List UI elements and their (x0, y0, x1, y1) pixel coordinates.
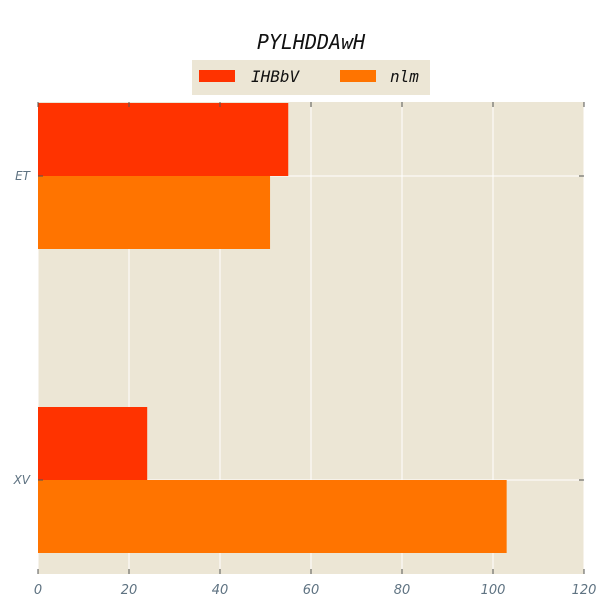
bar-ihbbv-et (38, 103, 289, 176)
bar-nlm-xv (38, 480, 507, 553)
bar-ihbbv-xv (38, 407, 148, 480)
legend-swatch-ihbbv (199, 70, 235, 82)
x-tick-label-20: 20 (121, 583, 138, 598)
x-tick-label-120: 120 (572, 583, 597, 598)
x-tick-label-0: 0 (34, 583, 42, 598)
x-tick-label-60: 60 (303, 583, 320, 598)
x-tick-label-80: 80 (394, 583, 411, 598)
legend-label-nlm: nlm (390, 67, 419, 86)
y-tick-label-et: ET (15, 169, 32, 183)
axes: 0 20 40 60 80 100 120 ET XV (13, 102, 597, 598)
y-tick-label-xv: XV (13, 473, 31, 487)
x-tick-label-40: 40 (212, 583, 229, 598)
chart-title: PYLHDDAwH (257, 30, 366, 54)
legend-swatch-nlm (340, 70, 376, 82)
legend-label-ihbbv: IHBbV (251, 67, 301, 86)
bar-nlm-et (38, 176, 271, 249)
x-tick-label-100: 100 (481, 583, 506, 598)
bar-group (38, 103, 507, 553)
legend: IHBbV nlm (192, 60, 430, 95)
